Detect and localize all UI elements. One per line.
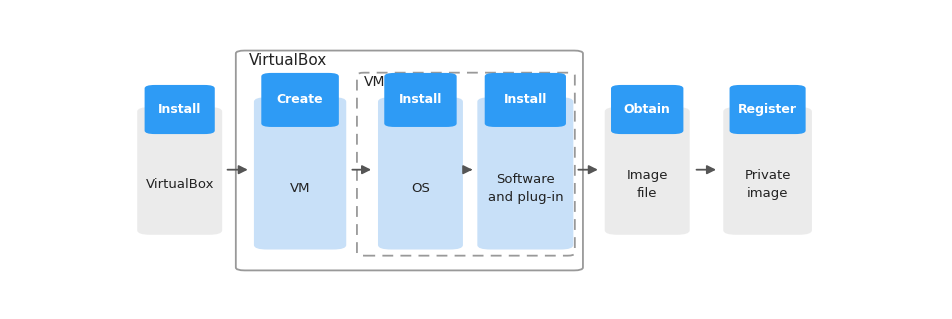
Text: Register: Register (737, 103, 796, 116)
Text: Private
image: Private image (744, 169, 790, 200)
Text: Create: Create (276, 93, 323, 107)
Text: Image
file: Image file (625, 169, 667, 200)
FancyBboxPatch shape (723, 107, 811, 235)
FancyBboxPatch shape (378, 97, 463, 249)
FancyBboxPatch shape (610, 85, 683, 134)
Text: Install: Install (158, 103, 201, 116)
FancyBboxPatch shape (485, 73, 565, 127)
Text: VirtualBox: VirtualBox (248, 53, 327, 68)
Text: VirtualBox: VirtualBox (146, 178, 213, 191)
Text: Obtain: Obtain (624, 103, 670, 116)
FancyBboxPatch shape (477, 97, 573, 249)
Text: VM: VM (289, 182, 310, 195)
FancyBboxPatch shape (145, 85, 214, 134)
FancyBboxPatch shape (137, 107, 222, 235)
Text: Software
and plug-in: Software and plug-in (487, 173, 563, 204)
FancyBboxPatch shape (729, 85, 804, 134)
FancyBboxPatch shape (605, 107, 689, 235)
FancyBboxPatch shape (261, 73, 339, 127)
FancyBboxPatch shape (253, 97, 346, 249)
Text: Install: Install (503, 93, 546, 107)
Text: VM: VM (364, 75, 386, 89)
FancyBboxPatch shape (384, 73, 456, 127)
Text: Install: Install (398, 93, 442, 107)
Text: OS: OS (410, 182, 429, 195)
